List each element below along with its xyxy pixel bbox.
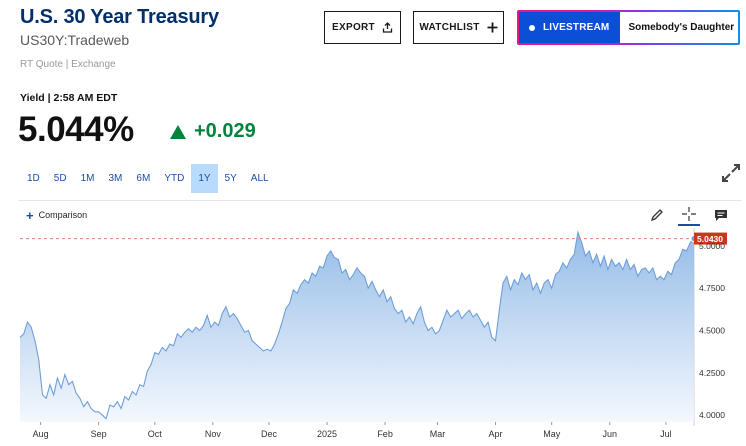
add-comparison-icon: +	[26, 207, 34, 223]
plus-icon	[487, 22, 498, 33]
expand-icon[interactable]	[721, 163, 741, 183]
x-tick-label: Apr	[489, 429, 503, 439]
range-selector: 1D 5D 1M 3M 6M YTD 1Y 5Y ALL	[20, 164, 276, 193]
annotation-tool-button[interactable]	[710, 204, 732, 226]
last-price: 5.044%	[18, 110, 134, 149]
quote-source: RT Quote | Exchange	[20, 59, 116, 70]
livestream-badge: LIVESTREAM	[519, 12, 621, 43]
price-change: +0.029	[170, 120, 256, 143]
y-tick-label: 4.0000	[699, 410, 725, 420]
x-tick-label: Nov	[205, 429, 222, 439]
series-line	[19, 230, 695, 420]
y-tick-label: 5.0000	[699, 241, 725, 251]
x-tick-label: Oct	[148, 429, 163, 439]
symbol-subtitle: US30Y:Tradeweb	[20, 32, 130, 48]
current-value-label: 5.0430	[697, 234, 723, 244]
range-button-ytd[interactable]: YTD	[164, 173, 185, 184]
livestream-label: LIVESTREAM	[543, 22, 610, 33]
series-area	[20, 232, 694, 422]
share-icon	[382, 22, 393, 33]
crosshair-tool-button[interactable]	[678, 204, 700, 226]
range-button-6m[interactable]: 6M	[136, 173, 151, 184]
draw-tool-button[interactable]	[646, 204, 668, 226]
livestream-show-name: Somebody's Daughter	[628, 22, 735, 33]
page-title: U.S. 30 Year Treasury	[20, 6, 219, 28]
export-button[interactable]: EXPORT	[324, 11, 401, 44]
yield-timestamp: Yield | 2:58 AM EDT	[20, 92, 118, 104]
range-button-5d[interactable]: 5D	[53, 173, 67, 184]
x-tick-label: Jun	[602, 429, 617, 439]
x-tick-label: Jul	[660, 429, 672, 439]
y-tick-label: 4.5000	[699, 326, 725, 336]
yield-chart[interactable]: 5.0430 4.0000 4.2500 4.5000 4.7500 5.0000 Aug S…	[18, 200, 742, 446]
x-tick-label: Dec	[261, 429, 278, 439]
range-button-1d[interactable]: 1D	[27, 173, 40, 184]
range-button-all[interactable]: ALL	[250, 173, 269, 184]
pencil-icon	[650, 209, 663, 222]
comparison-label: Comparison	[38, 210, 88, 220]
x-tick-label: Mar	[430, 429, 446, 439]
price-change-value: +0.029	[194, 120, 256, 142]
y-tick-label: 4.2500	[699, 368, 725, 378]
range-button-3m[interactable]: 3M	[108, 173, 123, 184]
x-tick-label: Aug	[33, 429, 49, 439]
crosshair-icon	[682, 207, 696, 221]
range-button-1y[interactable]: 1Y	[191, 164, 218, 193]
watchlist-button[interactable]: WATCHLIST	[413, 11, 504, 44]
y-tick-label: 4.7500	[699, 283, 725, 293]
x-tick-label: Feb	[377, 429, 393, 439]
up-arrow-icon	[170, 124, 186, 139]
watchlist-label: WATCHLIST	[419, 22, 480, 33]
range-button-1m[interactable]: 1M	[80, 173, 95, 184]
x-tick-label: Sep	[91, 429, 107, 439]
export-label: EXPORT	[332, 22, 375, 33]
live-dot-icon	[529, 24, 535, 31]
x-tick-label: 2025	[317, 429, 337, 439]
chart-panel: + Comparison 5.0430 4.0000 4.2500 4.5000 4.7…	[18, 200, 742, 446]
comparison-button[interactable]: + Comparison	[26, 207, 88, 223]
chart-divider	[18, 200, 742, 201]
current-value-badge	[694, 232, 727, 245]
comment-icon	[715, 210, 727, 221]
x-tick-label: May	[543, 429, 561, 439]
range-button-5y[interactable]: 5Y	[224, 173, 237, 184]
livestream-banner[interactable]: LIVESTREAM Somebody's Daughter	[517, 10, 740, 45]
